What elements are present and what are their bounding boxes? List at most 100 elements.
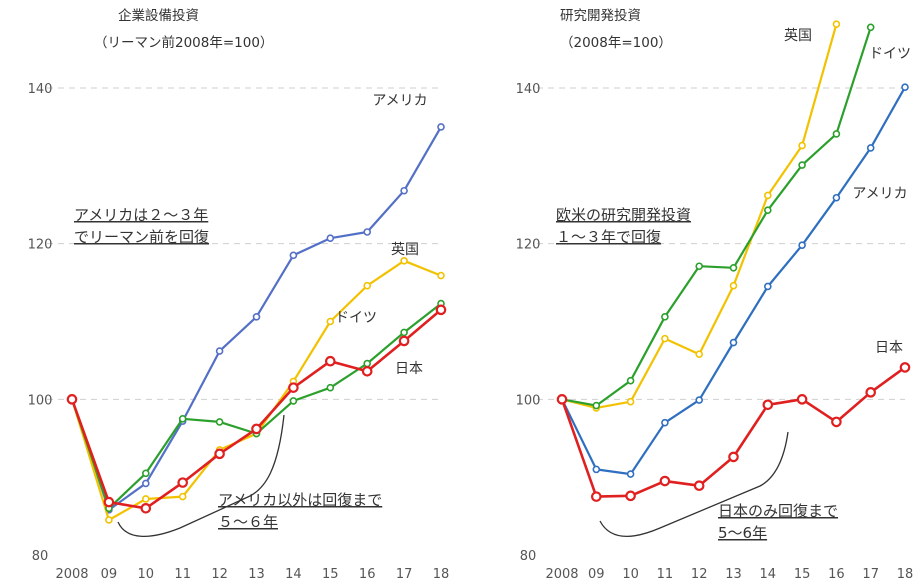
chart2-data-point: [695, 396, 704, 404]
chart2-series-line: [560, 366, 906, 498]
chart1-data-point: [214, 448, 225, 460]
chart2-data-point: [661, 334, 669, 343]
chart2-data-point: [763, 191, 772, 200]
chart2-annotation-text: １～３年で回復: [556, 228, 661, 246]
chart1-data-point: [400, 328, 408, 337]
chart2-ytick-label: 140: [516, 82, 541, 97]
chart1-xtick-label: 18: [433, 567, 450, 582]
chart1-data-point: [361, 366, 373, 377]
chart2-annotation-text: 5～6年: [718, 524, 767, 542]
chart1-xtick-label: 15: [322, 567, 339, 582]
chart1-data-point: [400, 256, 408, 265]
chart1-data-point: [363, 359, 372, 368]
chart2-data-point: [729, 281, 738, 290]
chart1-ytick-label: 80: [32, 549, 49, 564]
chart2-data-point: [831, 416, 842, 428]
chart1-data-point: [363, 228, 372, 236]
chart1-data-point: [178, 492, 187, 501]
chart2-data-point: [832, 130, 841, 138]
chart1-annotation-text: アメリカ以外は回復まで: [218, 491, 382, 509]
chart1-data-point: [400, 186, 408, 195]
chart1-ytick-label: 140: [28, 82, 53, 97]
chart1-series-line: [70, 302, 442, 510]
chart2-title-line: 研究開発投資: [560, 8, 641, 24]
chart1-series-line: [70, 259, 442, 522]
chart2: 研究開発投資 （2008年=100） 80 100 120 140 2008 09 10 11 12…: [516, 8, 914, 582]
chart1-data-point: [142, 495, 150, 503]
chart1-xtick-label: 2008: [55, 567, 88, 582]
chart1-data-point: [289, 251, 298, 260]
chart1-data-point: [398, 335, 410, 347]
chart1-data-point: [324, 355, 336, 367]
chart2-data-point: [832, 193, 841, 202]
chart2-data-point: [762, 399, 774, 411]
chart1-xtick-label: 09: [101, 567, 118, 582]
chart1-series-label: 日本: [395, 361, 423, 377]
chart2-data-point: [556, 394, 568, 405]
chart2-data-point: [626, 470, 635, 478]
chart1-data-point: [140, 502, 152, 514]
chart2-series-label: アメリカ: [852, 186, 907, 202]
chart2-xtick-label: 13: [725, 567, 742, 582]
chart1-series-label: アメリカ: [372, 93, 427, 109]
chart1-data-point: [251, 423, 262, 435]
chart1-xtick-label: 17: [396, 567, 413, 582]
chart1-data-point: [435, 304, 447, 316]
chart1-xtick-label: 14: [285, 567, 302, 582]
chart1-data-point: [142, 479, 150, 488]
chart2-data-point: [626, 397, 635, 406]
chart1-data-point: [289, 397, 298, 405]
chart1-data-point: [288, 382, 299, 393]
chart2-series-line: [561, 26, 872, 407]
chart2-xtick-label: 2008: [545, 567, 578, 582]
chart2-data-point: [661, 418, 669, 427]
chart1-series-label: 英国: [391, 241, 419, 258]
chart2-ytick-label: 120: [516, 238, 541, 253]
chart1-data-point: [363, 281, 372, 290]
chart2-series-label: 英国: [784, 27, 812, 44]
chart1-annotation-text: ５～６年: [218, 513, 278, 531]
chart2-data-point: [693, 480, 705, 492]
chart2-data-point: [625, 490, 636, 502]
chart2-xtick-label: 18: [897, 567, 914, 582]
chart1-xtick-label: 11: [174, 567, 191, 582]
chart1-series-label: ドイツ: [335, 310, 377, 326]
chart1-data-point: [103, 496, 115, 508]
chart1-data-point: [177, 477, 188, 488]
chart2-data-point: [626, 376, 635, 385]
chart2-series-label: ドイツ: [869, 46, 911, 62]
chart2-data-point: [592, 465, 601, 474]
chart1-series-line: [70, 308, 442, 510]
chart2-data-point: [729, 338, 738, 347]
chart2-xtick-label: 10: [622, 567, 639, 582]
chart1-data-point: [178, 414, 187, 423]
chart2-data-point: [590, 491, 602, 502]
chart1-title-line: （リーマン前2008年=100）: [94, 34, 273, 51]
chart2-data-point: [661, 313, 669, 321]
chart1-xtick-label: 13: [248, 567, 265, 582]
chart2-series-label: 日本: [875, 340, 903, 356]
chart1-data-point: [105, 516, 113, 524]
chart2-data-point: [798, 161, 806, 169]
chart2-data-point: [866, 144, 875, 152]
chart2-series-line: [561, 86, 906, 476]
chart2-data-point: [798, 241, 806, 250]
chart2-data-point: [659, 475, 671, 487]
chart1-annotation-text: でリーマン前を回復: [74, 228, 209, 246]
chart2-data-point: [695, 262, 704, 271]
chart1-data-point: [215, 418, 224, 426]
chart2-xtick-label: 17: [862, 567, 879, 582]
chart2-data-point: [899, 362, 911, 373]
chart1-ytick-label: 100: [28, 393, 53, 408]
chart2-annotation-text: 日本のみ回復まで: [718, 502, 838, 520]
chart2-data-point: [901, 83, 909, 92]
chart2-data-point: [866, 23, 875, 32]
chart2-annotation-text: 欧米の研究開発投資: [556, 206, 691, 224]
chart2-title-line: （2008年=100）: [560, 35, 672, 51]
chart2-xtick-label: 09: [588, 567, 605, 582]
chart1-data-point: [326, 234, 335, 243]
chart2-data-point: [832, 20, 841, 28]
chart1-xtick-label: 10: [138, 567, 155, 582]
chart1-ytick-label: 120: [28, 238, 53, 253]
